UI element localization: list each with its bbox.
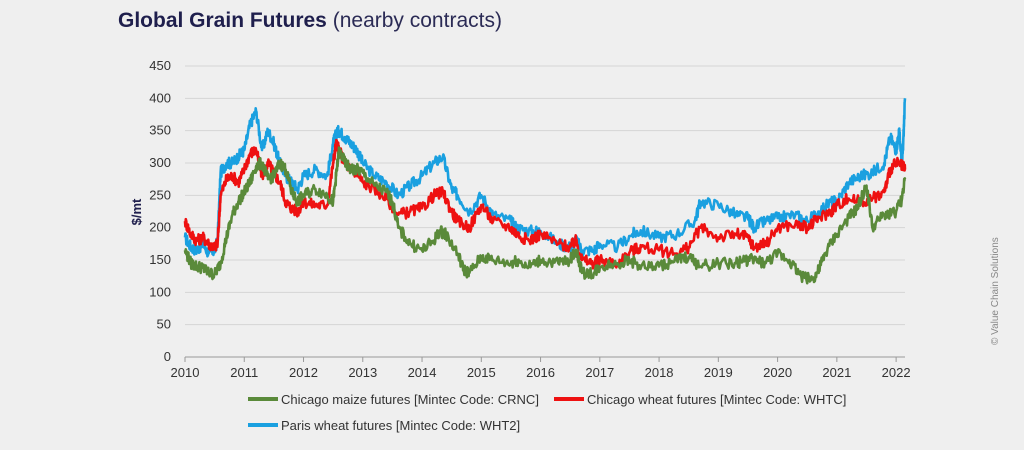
gridlines [185,65,905,358]
series-line-chicago-wheat [183,138,907,270]
series-lines [183,98,907,285]
x-tick-label: 2020 [763,365,792,380]
chart-title: Global Grain Futures (nearby contracts) [118,9,502,33]
x-tick-label: 2012 [289,365,318,380]
x-tick-label: 2010 [171,365,200,380]
y-tick-label: 250 [149,187,171,202]
y-tick-label: 300 [149,155,171,170]
legend-label-maize: Chicago maize futures [Mintec Code: CRNC… [281,392,539,407]
chart-title-sub: (nearby contracts) [332,9,502,32]
x-tick-label: 2021 [822,365,851,380]
chart-title-main: Global Grain Futures [118,9,327,32]
legend-label-paris-wheat: Paris wheat futures [Mintec Code: WHT2] [281,418,520,433]
x-tick-label: 2022 [882,365,911,380]
x-tick-label: 2016 [526,365,555,380]
x-tick-label: 2017 [585,365,614,380]
x-tick-label: 2018 [645,365,674,380]
y-tick-label: 50 [157,317,171,332]
y-tick-label: 100 [149,284,171,299]
legend-label-chicago-wheat: Chicago wheat futures [Mintec Code: WHTC… [587,392,846,407]
x-tick-label: 2019 [704,365,733,380]
x-tick-label: 2014 [408,365,437,380]
y-tick-label: 450 [149,58,171,73]
y-tick-label: 350 [149,123,171,138]
y-tick-label: 0 [164,349,171,364]
legend: Chicago maize futures [Mintec Code: CRNC… [248,392,846,433]
y-tick-label: 200 [149,220,171,235]
copyright-credit: © Value Chain Solutions [990,237,1001,345]
x-tick-label: 2011 [230,365,258,380]
x-tick-label: 2015 [467,365,496,380]
y-tick-label: 150 [149,252,171,267]
y-axis-label: $/mt [129,198,144,225]
axes: 0 50 100 150 200 250 300 350 400 450 2010 2011 2012 2… [149,58,910,380]
x-tick-label: 2013 [348,365,377,380]
y-tick-label: 400 [149,90,171,105]
series-line-maize [183,146,907,285]
